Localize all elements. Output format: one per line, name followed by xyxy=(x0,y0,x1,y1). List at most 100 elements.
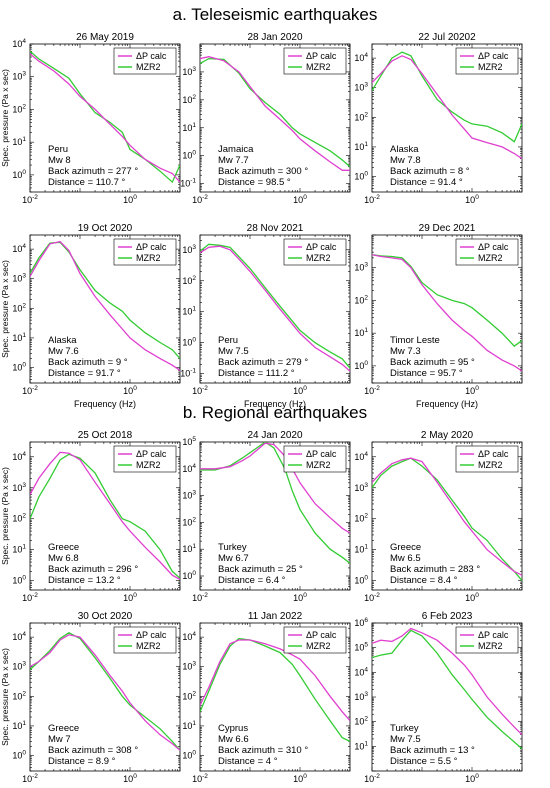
y-tick-label: 104 xyxy=(182,463,196,474)
chart-panel: 24 Jan 2020 10-2 100 100 101 102 103 104 105 ΔP c… xyxy=(182,430,351,603)
annotation-text: Back azimuth = 95 ° xyxy=(390,357,475,368)
series-line-mzr2 xyxy=(30,50,180,184)
annotation-text: Back azimuth = 277 ° xyxy=(48,166,138,177)
annotation-text: Turkey xyxy=(218,542,247,553)
annotation-text: Cyprus xyxy=(218,723,248,734)
y-tick-label: 102 xyxy=(182,94,196,105)
x-tick-label: 10-2 xyxy=(364,194,380,205)
legend-label-mzr2: MZR2 xyxy=(306,460,331,470)
plot-frame xyxy=(199,622,351,772)
legend-label-calc: ΔP calc xyxy=(478,630,509,640)
y-tick-label: 101 xyxy=(354,544,368,555)
series-line-calc xyxy=(30,53,180,183)
y-tick-label: 100 xyxy=(182,750,196,761)
y-tick-label: 104 xyxy=(12,38,26,49)
y-tick-label: 102 xyxy=(354,716,368,727)
y-tick-label: 101 xyxy=(182,720,196,731)
chart-title: 30 Oct 2020 xyxy=(78,611,133,622)
y-tick-label: 103 xyxy=(182,661,196,672)
x-tick-label: 100 xyxy=(123,194,137,205)
chart-title: 28 Jan 2020 xyxy=(247,32,302,43)
x-tick-label: 100 xyxy=(465,773,479,784)
legend-box xyxy=(283,47,347,75)
plot-frame xyxy=(199,234,351,384)
chart-panel: 25 Oct 2018 10-2 100 100 101 102 103 104 ΔP calc… xyxy=(0,430,181,603)
y-tick-label: 103 xyxy=(12,273,26,284)
legend-label-calc: ΔP calc xyxy=(306,449,337,459)
x-tick-label: 10-2 xyxy=(364,773,380,784)
legend-box xyxy=(113,238,177,266)
annotation-text: Back azimuth = 283 ° xyxy=(390,564,480,575)
y-tick-label: 103 xyxy=(182,66,196,77)
plot-frame xyxy=(199,441,351,591)
annotation-text: Mw 7.5 xyxy=(218,346,249,357)
x-tick-label: 10-2 xyxy=(22,773,38,784)
legend-label-mzr2: MZR2 xyxy=(478,62,503,72)
annotation-text: Distance = 98.5 ° xyxy=(218,177,291,188)
y-tick-label: 103 xyxy=(182,490,196,501)
legend-label-calc: ΔP calc xyxy=(136,51,167,61)
chart-panel: 30 Oct 2020 10-2 100 100 101 102 103 104 ΔP calc… xyxy=(0,611,181,788)
series-line-calc xyxy=(200,442,350,534)
annotation-text: Distance = 13.2 ° xyxy=(48,575,121,586)
chart-title: 28 Nov 2021 xyxy=(247,223,304,234)
annotation-text: Peru xyxy=(218,335,238,346)
y-tick-label: 103 xyxy=(182,244,196,255)
annotation-text: Back azimuth = 310 ° xyxy=(218,745,308,756)
plot-frame xyxy=(29,43,181,193)
y-tick-label: 102 xyxy=(182,275,196,286)
series-line-calc xyxy=(30,634,180,751)
y-tick-label: 100 xyxy=(354,171,368,182)
y-tick-label: 103 xyxy=(12,661,26,672)
x-tick-label: 100 xyxy=(293,385,307,396)
legend-label-calc: ΔP calc xyxy=(136,242,167,252)
series-line-mzr2 xyxy=(30,453,180,579)
legend-box xyxy=(455,238,519,266)
legend-label-mzr2: MZR2 xyxy=(136,253,161,263)
chart-title: 2 May 2020 xyxy=(421,430,474,441)
y-axis-label: Spec. pressure (Pa x sec) xyxy=(0,467,10,565)
y-tick-label: 103 xyxy=(12,71,26,82)
annotation-text: Back azimuth = 300 ° xyxy=(218,166,308,177)
y-tick-label: 106 xyxy=(354,617,368,628)
legend-label-calc: ΔP calc xyxy=(478,242,509,252)
annotation-text: Back azimuth = 8 ° xyxy=(390,166,470,177)
legend-label-mzr2: MZR2 xyxy=(136,62,161,72)
y-tick-label: 102 xyxy=(12,513,26,524)
chart-panel: 19 Oct 2020 10-2 100 100 101 102 103 104 ΔP calc… xyxy=(0,223,181,409)
legend-box xyxy=(113,47,177,75)
x-tick-label: 100 xyxy=(465,194,479,205)
legend-label-mzr2: MZR2 xyxy=(306,641,331,651)
annotation-text: Mw 6.8 xyxy=(48,553,79,564)
annotation-text: Back azimuth = 296 ° xyxy=(48,564,138,575)
legend-label-calc: ΔP calc xyxy=(478,51,509,61)
y-tick-label: 103 xyxy=(354,82,368,93)
y-tick-label: 104 xyxy=(12,451,26,462)
plot-frame xyxy=(371,234,523,384)
series-line-mzr2 xyxy=(200,243,350,369)
annotation-text: Distance = 110.7 ° xyxy=(48,177,125,188)
y-tick-label: 104 xyxy=(12,631,26,642)
x-tick-label: 100 xyxy=(465,385,479,396)
y-tick-label: 101 xyxy=(182,306,196,317)
x-tick-label: 10-2 xyxy=(192,773,208,784)
legend-label-calc: ΔP calc xyxy=(306,242,337,252)
legend-label-mzr2: MZR2 xyxy=(306,253,331,263)
legend-label-calc: ΔP calc xyxy=(306,630,337,640)
x-tick-label: 10-2 xyxy=(192,592,208,603)
legend-label-mzr2: MZR2 xyxy=(478,641,503,651)
y-tick-label: 10-1 xyxy=(180,178,196,189)
y-tick-label: 105 xyxy=(354,642,368,653)
x-tick-label: 100 xyxy=(293,773,307,784)
series-line-mzr2 xyxy=(30,632,180,751)
plot-frame xyxy=(371,441,523,591)
y-tick-label: 100 xyxy=(182,337,196,348)
annotation-text: Greece xyxy=(390,542,421,553)
annotation-text: Peru xyxy=(48,144,68,155)
y-tick-label: 102 xyxy=(182,690,196,701)
annotation-text: Mw 7.5 xyxy=(390,734,421,745)
series-line-calc xyxy=(200,56,350,171)
y-tick-label: 101 xyxy=(12,332,26,343)
annotation-text: Back azimuth = 9 ° xyxy=(48,357,128,368)
